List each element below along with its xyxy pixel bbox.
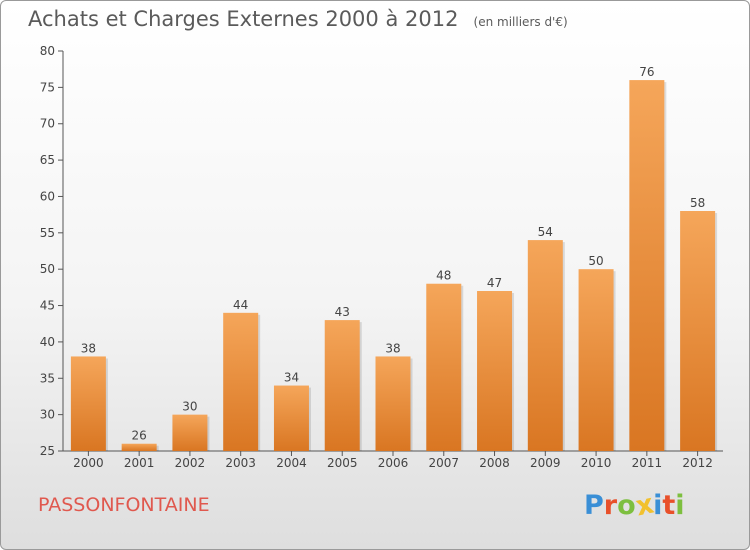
logo-letter: r [603, 490, 618, 521]
x-tick-label: 2003 [225, 456, 256, 470]
commune-name: PASSONFONTAINE [38, 494, 210, 516]
bar-2003 [223, 312, 259, 451]
x-tick-label: 2002 [175, 456, 206, 470]
y-tick-label: 45 [40, 299, 55, 313]
y-tick-label: 65 [40, 153, 55, 167]
chart-subtitle: (en milliers d'€) [473, 15, 568, 29]
data-label: 30 [182, 400, 197, 414]
bar-2004 [273, 385, 309, 451]
data-label: 43 [335, 305, 350, 319]
bar-2012 [680, 211, 716, 451]
bar-2011 [629, 80, 665, 451]
x-tick-label: 2007 [428, 456, 459, 470]
data-label: 38 [385, 341, 400, 355]
data-label: 58 [690, 196, 705, 210]
proxiti-logo: Proxiti [584, 489, 685, 523]
bar-2007 [426, 283, 462, 451]
x-tick-label: 2012 [682, 456, 713, 470]
logo-letter: i [675, 490, 685, 521]
logo-letter: t [662, 490, 676, 521]
x-tick-label: 2001 [124, 456, 155, 470]
data-label: 50 [588, 254, 603, 268]
logo-letter: i [653, 490, 663, 521]
logo-letter: P [584, 490, 604, 521]
x-tick-label: 2008 [479, 456, 510, 470]
bar-2009 [527, 240, 563, 451]
data-label: 76 [639, 65, 654, 79]
y-tick-label: 75 [40, 80, 55, 94]
bar-2001 [121, 443, 157, 451]
y-tick-label: 50 [40, 262, 55, 276]
x-tick-label: 2010 [581, 456, 612, 470]
x-tick-label: 2009 [530, 456, 561, 470]
bar-2002 [172, 414, 208, 451]
bar-2005 [324, 320, 360, 451]
data-label: 26 [132, 429, 147, 443]
data-label: 54 [538, 225, 553, 239]
y-tick-label: 30 [40, 408, 55, 422]
bar-2000 [70, 356, 106, 451]
y-tick-label: 40 [40, 335, 55, 349]
bar-2008 [477, 291, 513, 451]
x-tick-label: 2006 [378, 456, 409, 470]
logo-letter: o [617, 490, 636, 521]
x-tick-label: 2004 [276, 456, 307, 470]
y-tick-label: 80 [40, 44, 55, 58]
y-tick-label: 55 [40, 226, 55, 240]
x-tick-label: 2005 [327, 456, 358, 470]
chart-title-block: Achats et Charges Externes 2000 à 2012 (… [28, 7, 568, 31]
y-tick-label: 35 [40, 371, 55, 385]
x-tick-label: 2000 [73, 456, 104, 470]
chart-title: Achats et Charges Externes 2000 à 2012 [28, 7, 459, 31]
data-label: 47 [487, 276, 502, 290]
y-tick-label: 25 [40, 444, 55, 458]
y-tick-label: 70 [40, 117, 55, 131]
bar-2006 [375, 356, 411, 451]
data-label: 38 [81, 341, 96, 355]
bar-2010 [578, 269, 614, 451]
data-label: 48 [436, 269, 451, 283]
y-tick-label: 60 [40, 189, 55, 203]
data-label: 44 [233, 298, 248, 312]
data-label: 34 [284, 371, 299, 385]
x-tick-label: 2011 [632, 456, 663, 470]
